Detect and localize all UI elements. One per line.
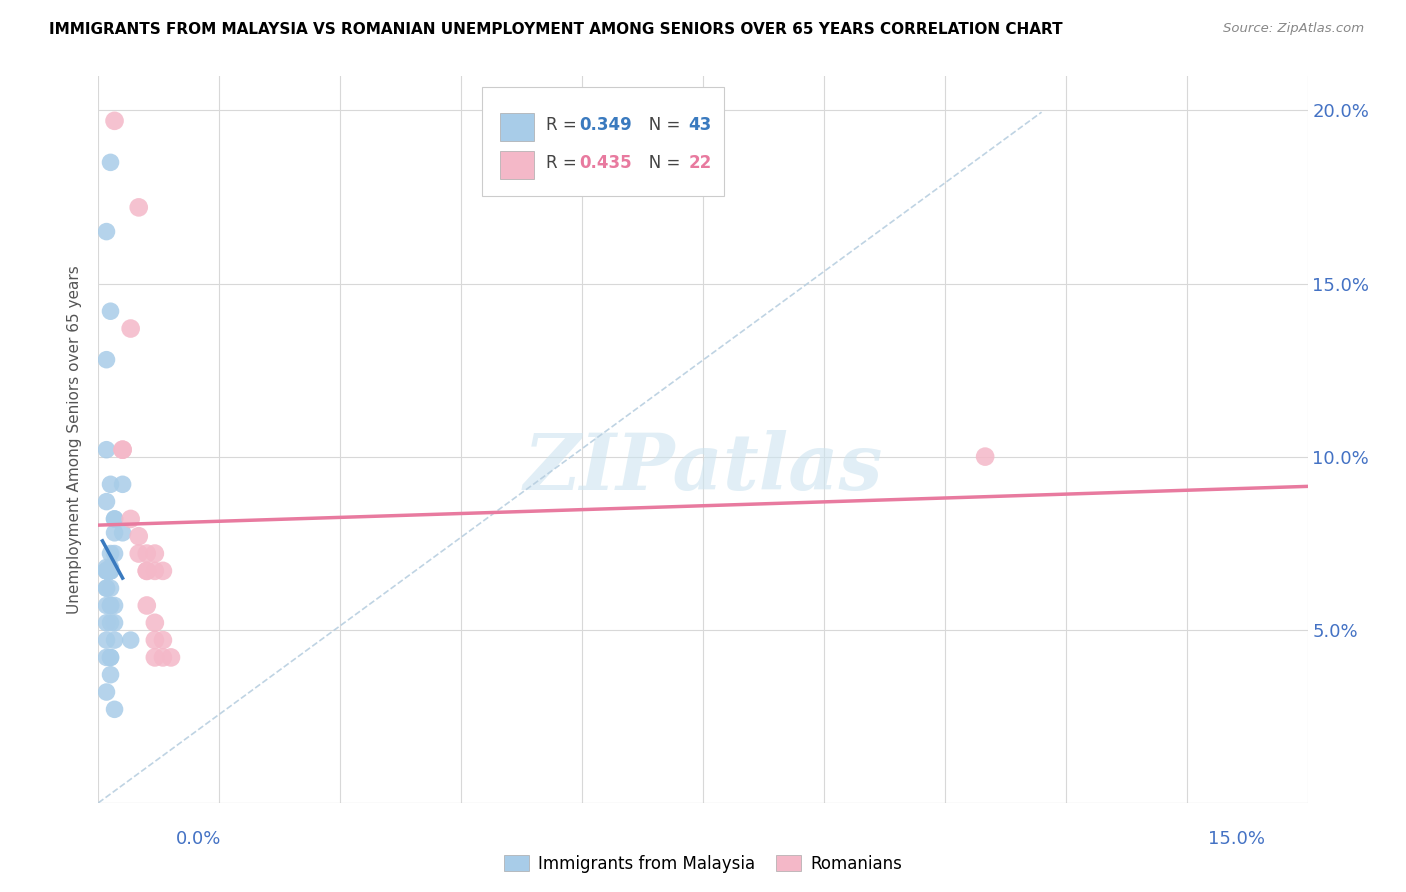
Text: 43: 43	[689, 116, 711, 134]
Point	[103, 525, 125, 540]
Point	[96, 633, 118, 648]
Point	[96, 564, 118, 578]
Text: ZIPatlas: ZIPatlas	[523, 430, 883, 507]
Point	[120, 512, 142, 526]
Point	[135, 564, 157, 578]
Point	[103, 599, 125, 613]
Text: R =: R =	[546, 116, 582, 134]
Point	[96, 564, 118, 578]
Point	[96, 442, 118, 457]
Point	[96, 564, 118, 578]
Point	[143, 633, 166, 648]
Point	[111, 525, 134, 540]
Point	[143, 615, 166, 630]
FancyBboxPatch shape	[482, 87, 724, 195]
Point	[152, 564, 174, 578]
Point	[100, 304, 122, 318]
Point	[96, 564, 118, 578]
Point	[96, 581, 118, 595]
Point	[100, 615, 122, 630]
Point	[96, 560, 118, 574]
Point	[100, 155, 122, 169]
Point	[111, 442, 134, 457]
Point	[103, 633, 125, 648]
Point	[96, 352, 118, 367]
Point	[96, 650, 118, 665]
Text: 0.349: 0.349	[579, 116, 633, 134]
Point	[120, 633, 142, 648]
Point	[100, 650, 122, 665]
Y-axis label: Unemployment Among Seniors over 65 years: Unemployment Among Seniors over 65 years	[67, 265, 83, 614]
Point	[135, 599, 157, 613]
Point	[103, 512, 125, 526]
Point	[100, 560, 122, 574]
Point	[100, 564, 122, 578]
Point	[96, 599, 118, 613]
FancyBboxPatch shape	[501, 113, 534, 141]
Point	[111, 442, 134, 457]
Point	[100, 650, 122, 665]
Point	[128, 547, 150, 561]
Text: N =: N =	[633, 154, 686, 172]
Point	[100, 599, 122, 613]
Point	[96, 581, 118, 595]
Text: R =: R =	[546, 154, 582, 172]
Point	[100, 477, 122, 491]
Text: IMMIGRANTS FROM MALAYSIA VS ROMANIAN UNEMPLOYMENT AMONG SENIORS OVER 65 YEARS CO: IMMIGRANTS FROM MALAYSIA VS ROMANIAN UNE…	[49, 22, 1063, 37]
Legend: Immigrants from Malaysia, Romanians: Immigrants from Malaysia, Romanians	[496, 848, 910, 880]
Point	[128, 529, 150, 543]
Point	[103, 615, 125, 630]
Point	[143, 650, 166, 665]
Point	[96, 494, 118, 508]
Text: 15.0%: 15.0%	[1208, 830, 1265, 847]
Point	[128, 200, 150, 214]
Point	[96, 225, 118, 239]
Point	[111, 477, 134, 491]
Point	[103, 702, 125, 716]
Point	[152, 633, 174, 648]
Point	[100, 564, 122, 578]
Point	[100, 564, 122, 578]
Point	[103, 547, 125, 561]
Point	[143, 547, 166, 561]
Point	[974, 450, 997, 464]
Point	[160, 650, 183, 665]
Point	[135, 547, 157, 561]
Point	[100, 667, 122, 681]
Point	[103, 512, 125, 526]
Point	[152, 650, 174, 665]
Text: 22: 22	[689, 154, 711, 172]
Point	[100, 564, 122, 578]
Point	[100, 581, 122, 595]
Text: 0.0%: 0.0%	[176, 830, 221, 847]
Text: 0.435: 0.435	[579, 154, 633, 172]
Text: N =: N =	[633, 116, 686, 134]
Point	[103, 113, 125, 128]
Point	[96, 615, 118, 630]
Point	[100, 599, 122, 613]
Point	[143, 564, 166, 578]
Point	[120, 321, 142, 335]
FancyBboxPatch shape	[501, 152, 534, 179]
Point	[100, 547, 122, 561]
Point	[96, 685, 118, 699]
Text: Source: ZipAtlas.com: Source: ZipAtlas.com	[1223, 22, 1364, 36]
Point	[135, 564, 157, 578]
